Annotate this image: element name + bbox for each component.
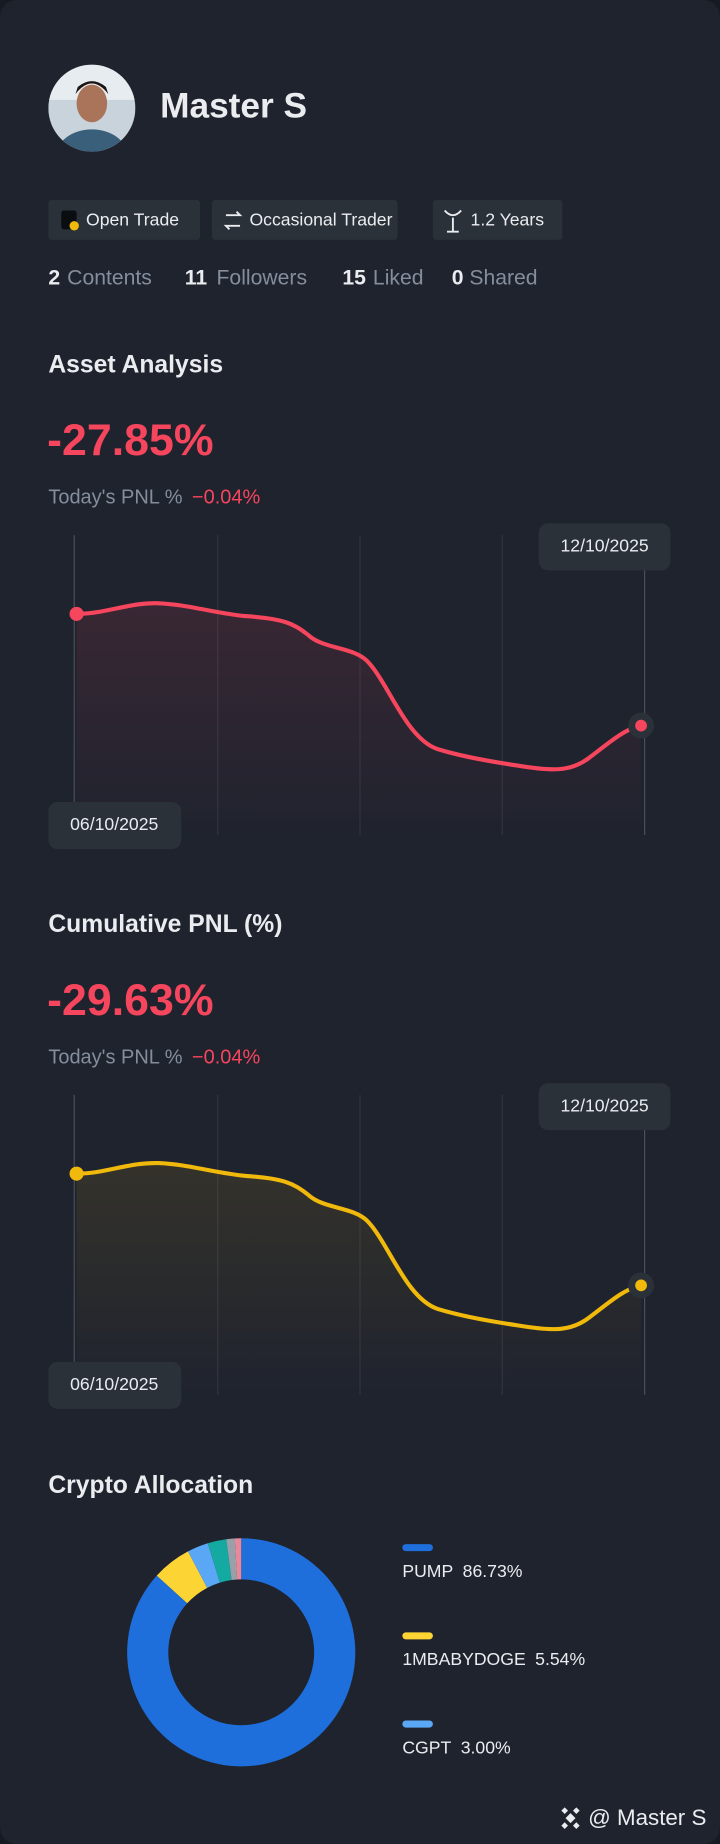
watermark: @ Master S bbox=[588, 1805, 706, 1830]
pie-slice bbox=[207, 1539, 232, 1583]
today-label: Today's PNL % bbox=[48, 487, 182, 509]
stat-value: 15 bbox=[342, 266, 366, 289]
pie-slice bbox=[226, 1538, 238, 1581]
pie-slice bbox=[127, 1538, 356, 1767]
tag bbox=[432, 199, 563, 240]
start-date: 06/10/2025 bbox=[70, 814, 158, 834]
end-date: 12/10/2025 bbox=[561, 536, 649, 556]
pnl-value: -29.63% bbox=[47, 976, 213, 1025]
avatar bbox=[48, 64, 136, 152]
stat-label: Shared bbox=[469, 266, 537, 289]
legend-swatch bbox=[402, 1544, 433, 1552]
line bbox=[76, 1161, 642, 1332]
donut-chart bbox=[127, 1538, 356, 1767]
stat-value: 11 bbox=[185, 266, 208, 289]
stat-label: Contents bbox=[67, 266, 152, 289]
asset-analysis: Asset Analysis -27.85% Today's PNL % −0.04%… bbox=[47, 351, 671, 850]
tag bbox=[48, 199, 201, 240]
section-title: Asset Analysis bbox=[48, 351, 223, 378]
stat-label: Liked bbox=[373, 266, 424, 289]
date-tooltip bbox=[538, 1083, 671, 1131]
start-dot bbox=[69, 1166, 84, 1181]
pie-slice bbox=[156, 1551, 208, 1604]
end-dot bbox=[635, 719, 647, 732]
today-pnl: Today's PNL % −0.04% bbox=[48, 487, 260, 509]
today-pnl: Today's PNL % −0.04% bbox=[48, 1047, 260, 1069]
legend-swatch bbox=[402, 1720, 433, 1728]
stat-value: 2 bbox=[48, 266, 60, 289]
pie-slice bbox=[234, 1538, 242, 1580]
pie-slice bbox=[187, 1543, 220, 1588]
area bbox=[76, 603, 642, 835]
tag-icon bbox=[223, 211, 243, 230]
stat-value: 0 bbox=[452, 266, 464, 289]
legend-swatch bbox=[402, 1632, 433, 1640]
date-tooltip bbox=[538, 523, 671, 571]
today-value: −0.04% bbox=[192, 487, 261, 509]
end-dot bbox=[635, 1279, 647, 1292]
section-title: Crypto Allocation bbox=[48, 1472, 253, 1499]
area bbox=[76, 1163, 642, 1395]
tag bbox=[211, 199, 398, 240]
tag-icon bbox=[443, 209, 462, 233]
tag-icon bbox=[69, 221, 79, 231]
date-tooltip bbox=[48, 802, 182, 850]
tag-text: Occasional Trader bbox=[249, 210, 392, 230]
legend-value: 3.00% bbox=[461, 1737, 511, 1757]
today-label: Today's PNL % bbox=[48, 1047, 182, 1069]
legend-label: 1MBABYDOGE bbox=[402, 1649, 525, 1669]
legend-value: 5.54% bbox=[535, 1649, 585, 1669]
start-date: 06/10/2025 bbox=[70, 1374, 158, 1394]
cumulative-pnl: Cumulative PNL (%) -29.63% Today's PNL % −0… bbox=[47, 911, 671, 1409]
line bbox=[76, 601, 642, 772]
legend-label: PUMP bbox=[402, 1561, 453, 1581]
section-title: Cumulative PNL (%) bbox=[48, 911, 282, 938]
legend-value: 86.73% bbox=[463, 1561, 523, 1581]
user-name: Master S bbox=[160, 87, 307, 126]
start-dot bbox=[69, 606, 84, 621]
stat-label: Followers bbox=[217, 266, 308, 289]
end-date: 12/10/2025 bbox=[561, 1095, 649, 1115]
legend: PUMP 1MBABYDOGE CGPT 86.73% 5.54% 3.00% bbox=[402, 1544, 585, 1757]
tag-text: 1.2 Years bbox=[471, 210, 545, 230]
date-tooltip bbox=[48, 1361, 182, 1409]
tag-text: Open Trade bbox=[86, 210, 179, 230]
legend-label: CGPT bbox=[402, 1737, 451, 1757]
pnl-value: -27.85% bbox=[47, 416, 213, 465]
today-value: −0.04% bbox=[192, 1047, 261, 1069]
